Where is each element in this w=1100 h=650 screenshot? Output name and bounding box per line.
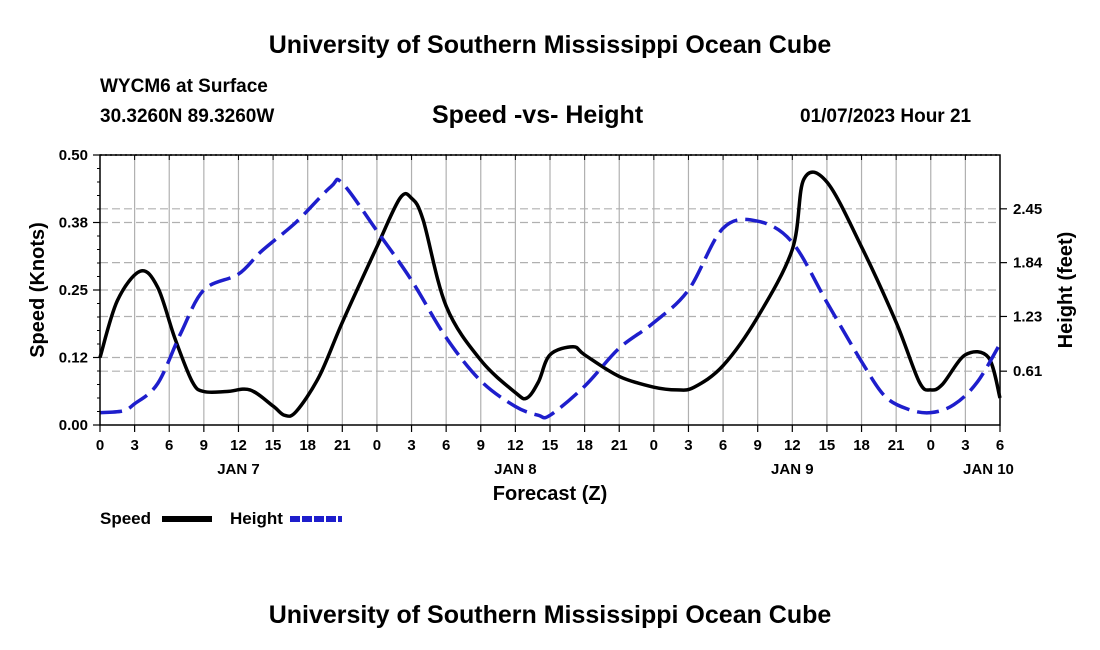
- x-tick-label: 21: [888, 437, 905, 454]
- series-layer: [98, 170, 1002, 420]
- x-tick-label: 15: [819, 437, 836, 454]
- y-tick-label: 0.38: [59, 215, 88, 232]
- day-label: JAN 8: [494, 461, 537, 478]
- y2-tick-label: 1.84: [1013, 255, 1043, 272]
- title-bottom: University of Southern Mississippi Ocean…: [268, 601, 832, 629]
- y-tick-label: 0.00: [59, 417, 88, 434]
- y-axis-label: Speed (Knots): [27, 222, 49, 358]
- series-line-height: [99, 177, 1002, 420]
- x-tick-label: 3: [130, 437, 138, 454]
- series-line-speed: [98, 170, 1002, 418]
- y2-tick-label: 0.61: [1013, 363, 1042, 380]
- legend-speed-label: Speed: [100, 509, 152, 528]
- x-tick-label: 18: [576, 437, 593, 454]
- x-tick-label: 12: [784, 437, 801, 454]
- x-tick-label: 0: [927, 437, 935, 454]
- y-tick-label: 0.25: [59, 282, 88, 299]
- x-tick-label: 3: [407, 437, 415, 454]
- x-tick-label: 18: [853, 437, 870, 454]
- x-tick-label: 0: [373, 437, 381, 454]
- x-tick-label: 6: [165, 437, 173, 454]
- y-tick-label: 0.12: [59, 350, 88, 367]
- legend-height-swatch: [290, 516, 342, 522]
- x-tick-label: 6: [442, 437, 450, 454]
- x-tick-label: 15: [542, 437, 559, 454]
- y2-tick-label: 1.23: [1013, 308, 1042, 325]
- x-tick-label: 21: [611, 437, 628, 454]
- x-tick-label: 21: [334, 437, 351, 454]
- title-top: University of Southern Mississippi Ocean…: [268, 31, 832, 59]
- chart-title: Speed -vs- Height: [432, 101, 644, 129]
- day-label: JAN 7: [217, 461, 260, 478]
- day-label: JAN 9: [771, 461, 814, 478]
- legend-height-label: Height: [230, 509, 283, 528]
- x-tick-label: 15: [265, 437, 282, 454]
- x-tick-label: 9: [200, 437, 208, 454]
- location-label: 30.3260N 89.3260W: [100, 106, 275, 127]
- x-tick-label: 6: [719, 437, 727, 454]
- x-tick-label: 12: [230, 437, 247, 454]
- x-tick-label: 3: [961, 437, 969, 454]
- x-tick-label: 6: [996, 437, 1004, 454]
- chart-svg: 0 3 6 9 12 15 18 21 0 3 6 9 12 15 18 21 0 3 6 9 12 15 18 21 0 3 6 J…: [27, 147, 1077, 505]
- date-label: 01/07/2023 Hour 21: [800, 106, 972, 127]
- x-tick-label: 18: [299, 437, 316, 454]
- station-label: WYCM6 at Surface: [100, 76, 268, 97]
- day-label: JAN 10: [963, 461, 1014, 478]
- x-tick-label: 0: [650, 437, 658, 454]
- y2-axis-label: Height (feet): [1055, 232, 1077, 349]
- legend-speed-swatch: [162, 516, 212, 522]
- tick-layer: 0 3 6 9 12 15 18 21 0 3 6 9 12 15 18 21 0 3 6 9 12 15 18 21 0 3 6 J…: [59, 147, 1043, 478]
- x-axis-label: Forecast (Z): [493, 483, 607, 505]
- x-tick-label: 0: [96, 437, 104, 454]
- y2-tick-label: 2.45: [1013, 201, 1042, 218]
- grid-layer: [100, 154, 1000, 425]
- x-tick-label: 9: [754, 437, 762, 454]
- x-tick-label: 9: [477, 437, 485, 454]
- x-tick-label: 3: [684, 437, 692, 454]
- y-tick-label: 0.50: [59, 147, 88, 164]
- x-tick-label: 12: [507, 437, 524, 454]
